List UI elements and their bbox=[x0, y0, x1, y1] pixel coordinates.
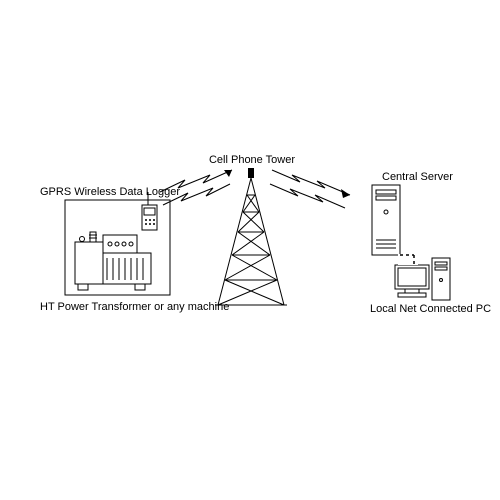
logger-node: GPRS Wireless Data Logger HT Power Trans… bbox=[40, 186, 229, 313]
tower-icon bbox=[215, 168, 287, 305]
tower-label: Cell Phone Tower bbox=[209, 154, 295, 166]
tower-to-server-arrow bbox=[270, 170, 350, 208]
pc-label: Local Net Connected PC bbox=[370, 303, 491, 315]
server-node: Central Server bbox=[372, 171, 453, 255]
logger-label: GPRS Wireless Data Logger bbox=[40, 186, 180, 198]
network-diagram: GPRS Wireless Data Logger HT Power Trans… bbox=[0, 0, 500, 500]
pc-node: Local Net Connected PC bbox=[370, 258, 491, 315]
server-icon bbox=[372, 185, 400, 255]
transformer-label: HT Power Transformer or any machine bbox=[40, 301, 229, 313]
tower-node: Cell Phone Tower bbox=[209, 154, 295, 305]
server-to-pc-dashed bbox=[398, 254, 418, 265]
server-label: Central Server bbox=[382, 171, 453, 183]
transformer-icon bbox=[75, 232, 151, 290]
